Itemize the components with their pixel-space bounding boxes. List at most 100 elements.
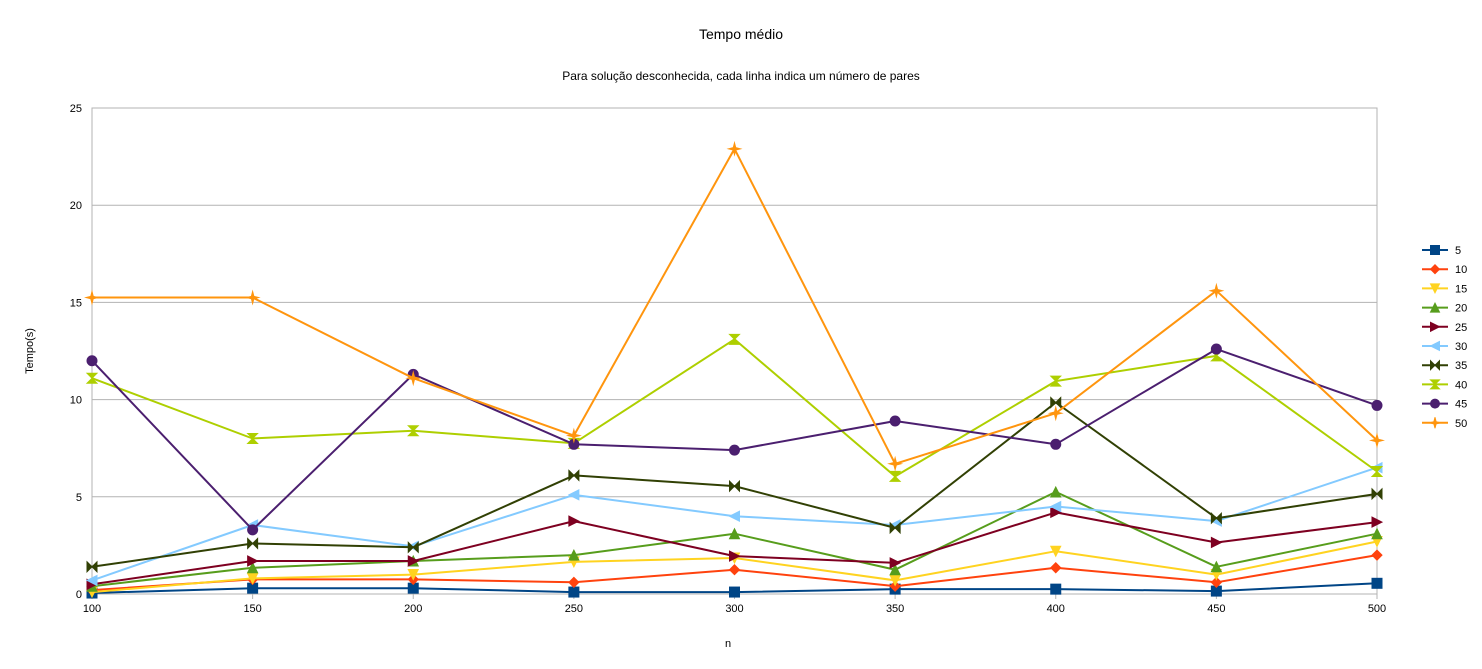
data-point bbox=[728, 510, 740, 523]
data-point bbox=[407, 569, 420, 581]
series-40 bbox=[85, 333, 1384, 482]
series-50 bbox=[84, 140, 1385, 472]
x-tick-label: 300 bbox=[725, 603, 743, 615]
y-tick-label: 25 bbox=[70, 103, 82, 115]
legend-label: 50 bbox=[1455, 418, 1467, 430]
data-point bbox=[1369, 432, 1385, 449]
data-point bbox=[889, 574, 901, 587]
y-tick-label: 0 bbox=[76, 589, 82, 601]
legend-item: 50 bbox=[1422, 417, 1467, 430]
data-point bbox=[1049, 500, 1062, 513]
series-line bbox=[91, 348, 1378, 531]
data-point bbox=[86, 355, 98, 367]
legend-item: 20 bbox=[1422, 301, 1467, 315]
data-point bbox=[85, 372, 99, 384]
y-tick-label: 5 bbox=[76, 492, 82, 504]
data-point bbox=[1430, 245, 1440, 255]
data-point bbox=[1371, 516, 1384, 528]
legend-label: 10 bbox=[1455, 264, 1467, 276]
data-point bbox=[567, 489, 580, 501]
legend-label: 35 bbox=[1455, 360, 1467, 372]
data-point bbox=[1047, 405, 1064, 422]
data-point bbox=[568, 576, 580, 589]
y-tick-label: 20 bbox=[70, 200, 82, 212]
data-point bbox=[726, 140, 743, 157]
data-point bbox=[1429, 301, 1441, 313]
data-point bbox=[85, 574, 98, 587]
data-point bbox=[1210, 511, 1222, 525]
legend: 5 10 15 20 25 30 35 40 45 50 bbox=[1422, 245, 1467, 430]
y-tick-label: 15 bbox=[70, 297, 82, 309]
data-point bbox=[728, 527, 741, 540]
data-point bbox=[1210, 536, 1223, 549]
data-point bbox=[729, 586, 740, 598]
x-tick-label: 200 bbox=[404, 603, 422, 615]
data-point bbox=[1430, 398, 1440, 409]
legend-label: 40 bbox=[1455, 379, 1467, 391]
legend-item: 35 bbox=[1422, 359, 1467, 372]
legend-label: 45 bbox=[1455, 399, 1467, 411]
data-point bbox=[729, 444, 740, 456]
series-line bbox=[92, 147, 1378, 465]
data-point bbox=[565, 427, 582, 444]
data-point bbox=[889, 557, 902, 569]
plot-frame bbox=[91, 107, 1378, 595]
data-point bbox=[407, 541, 419, 554]
data-point bbox=[1429, 283, 1441, 295]
data-point bbox=[568, 469, 580, 482]
legend-item: 10 bbox=[1422, 263, 1467, 276]
legend-item: 40 bbox=[1422, 379, 1467, 391]
data-point bbox=[244, 289, 261, 306]
legend-label: 15 bbox=[1455, 283, 1467, 295]
x-axis-label: n bbox=[725, 638, 731, 650]
legend-item: 25 bbox=[1422, 321, 1467, 334]
y-tick-label: 10 bbox=[70, 395, 82, 407]
data-point bbox=[1371, 549, 1383, 561]
legend-label: 20 bbox=[1455, 303, 1467, 315]
data-point bbox=[247, 537, 259, 550]
data-point bbox=[1370, 466, 1384, 478]
data-point bbox=[1371, 527, 1383, 540]
series-25 bbox=[86, 506, 1384, 591]
data-point bbox=[1049, 545, 1062, 558]
x-tick-label: 450 bbox=[1207, 603, 1225, 615]
data-point bbox=[246, 572, 259, 585]
data-point bbox=[1050, 396, 1062, 409]
series-line bbox=[91, 338, 1378, 478]
data-point bbox=[729, 479, 740, 493]
legend-label: 30 bbox=[1455, 341, 1467, 353]
data-point bbox=[86, 560, 98, 573]
data-point bbox=[729, 550, 741, 562]
data-point bbox=[888, 470, 902, 482]
data-point bbox=[84, 289, 100, 306]
legend-item: 30 bbox=[1422, 340, 1467, 353]
data-point bbox=[1049, 485, 1062, 498]
data-point bbox=[887, 455, 904, 472]
data-point bbox=[728, 563, 741, 576]
data-point bbox=[889, 415, 901, 427]
legend-label: 5 bbox=[1455, 245, 1461, 257]
data-point bbox=[407, 425, 420, 437]
data-point bbox=[568, 549, 580, 561]
data-point bbox=[1050, 583, 1062, 595]
data-point bbox=[568, 586, 580, 598]
chart-title: Tempo médio bbox=[699, 26, 783, 42]
data-point bbox=[246, 561, 259, 574]
series-45 bbox=[86, 343, 1383, 536]
data-point bbox=[405, 370, 422, 387]
data-point bbox=[1429, 379, 1441, 390]
legend-item: 5 bbox=[1422, 245, 1461, 257]
data-point bbox=[889, 521, 901, 535]
x-tick-label: 350 bbox=[886, 603, 904, 615]
data-point bbox=[1210, 560, 1223, 573]
x-tick-label: 400 bbox=[1047, 603, 1065, 615]
data-point bbox=[1429, 417, 1441, 429]
data-point bbox=[1050, 438, 1062, 450]
data-point bbox=[1371, 577, 1383, 589]
data-point bbox=[1049, 375, 1062, 387]
chart-subtitle: Para solução desconhecida, cada linha in… bbox=[562, 69, 920, 83]
data-point bbox=[1210, 576, 1223, 589]
legend-item: 45 bbox=[1422, 398, 1467, 411]
x-tick-label: 500 bbox=[1368, 603, 1386, 615]
